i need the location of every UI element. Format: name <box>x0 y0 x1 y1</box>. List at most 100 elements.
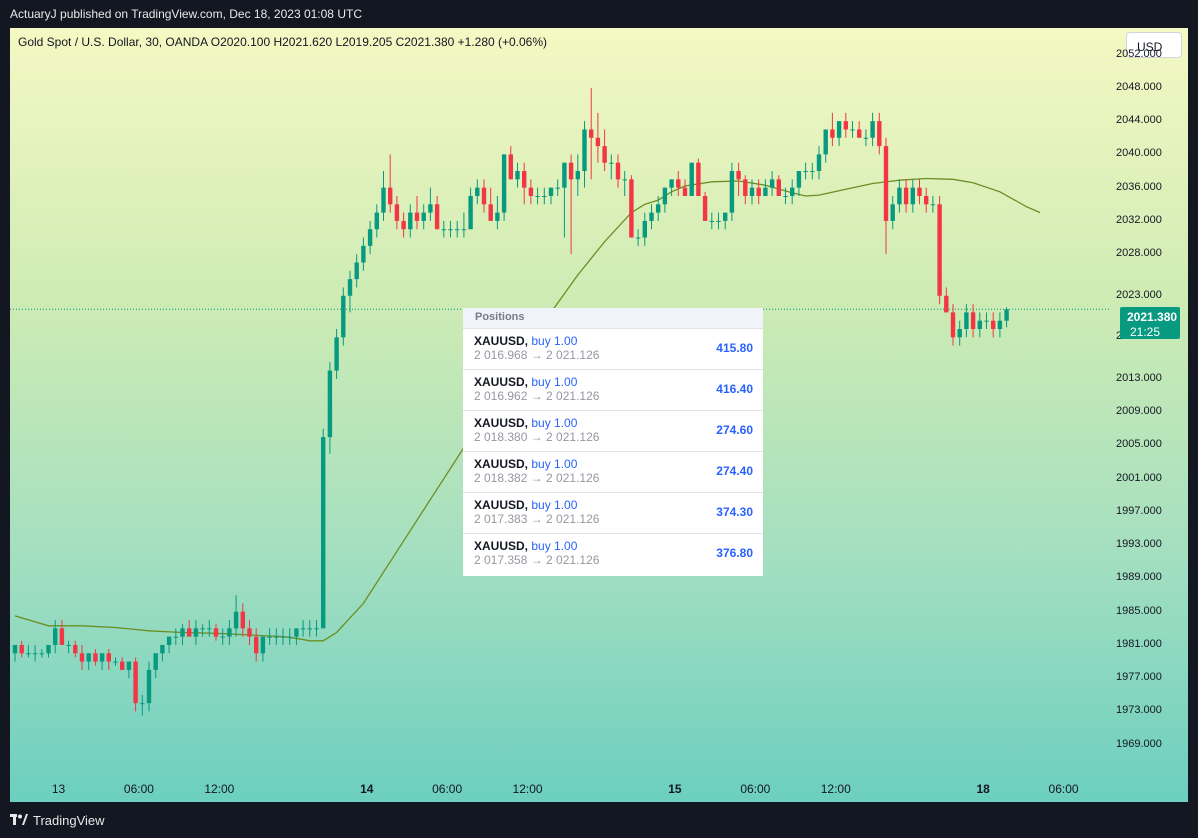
position-row[interactable]: XAUUSD, buy 1.00 2 018.382 → 2 021.126 2… <box>463 451 763 492</box>
y-tick-label: 1993.000 <box>1116 538 1162 551</box>
position-row[interactable]: XAUUSD, buy 1.00 2 017.358 → 2 021.126 3… <box>463 533 763 574</box>
y-tick-label: 2013.000 <box>1116 371 1162 384</box>
candle-body <box>944 295 949 313</box>
candle-body <box>669 179 674 188</box>
candle-body <box>434 204 440 230</box>
y-tick-label: 2001.000 <box>1116 471 1162 484</box>
candle <box>649 204 654 230</box>
candle-body <box>495 212 500 221</box>
candle-body <box>910 187 915 205</box>
x-tick-label: 12:00 <box>512 782 543 796</box>
candle <box>562 162 567 238</box>
candle <box>408 204 413 238</box>
candle <box>240 603 245 637</box>
candle <box>642 212 647 246</box>
candle-body <box>676 179 681 188</box>
chart-area[interactable]: Gold Spot / U.S. Dollar, 30, OANDA O2020… <box>10 28 1188 802</box>
x-tick-label: 12:00 <box>204 782 235 796</box>
candle-body <box>515 171 520 180</box>
candle <box>528 179 534 205</box>
candle-body <box>321 437 326 629</box>
y-tick-label: 1981.000 <box>1116 637 1162 650</box>
candle <box>716 212 721 230</box>
candle <box>890 195 895 230</box>
position-prices: 2 016.968 → 2 021.126 <box>474 348 600 362</box>
header-bar: ActuaryJ published on TradingView.com, D… <box>0 0 1198 28</box>
candle <box>769 171 775 196</box>
candle <box>334 329 339 379</box>
candle <box>274 628 279 645</box>
candle <box>434 195 440 230</box>
candle <box>575 154 580 196</box>
candle-body <box>401 220 406 230</box>
position-pl: 415.80 <box>716 341 753 355</box>
candle <box>12 644 18 662</box>
candle <box>481 179 487 213</box>
candle <box>428 187 433 221</box>
candle-body <box>857 129 862 138</box>
positions-header: Positions <box>463 308 763 328</box>
candle-body <box>32 653 38 655</box>
candle-body <box>709 220 714 222</box>
position-row[interactable]: XAUUSD, buy 1.00 2 018.380 → 2 021.126 2… <box>463 410 763 451</box>
candle-body <box>903 187 909 205</box>
candle <box>46 644 51 658</box>
candle <box>381 171 386 221</box>
last-price-value: 2021.380 <box>1127 310 1178 324</box>
currency-selector[interactable]: USD <box>1126 32 1182 58</box>
candle <box>455 220 460 238</box>
candle <box>515 162 520 188</box>
candle-body <box>408 212 413 230</box>
candle <box>254 628 259 662</box>
candle-body <box>354 262 359 280</box>
y-tick-label: 1969.000 <box>1116 737 1162 750</box>
candle <box>763 179 768 196</box>
candle-body <box>233 611 239 629</box>
position-symbol: XAUUSD, <box>474 498 529 512</box>
candle <box>843 112 848 138</box>
candle <box>421 204 426 230</box>
candle-body <box>790 187 795 196</box>
candle <box>736 162 741 196</box>
candle-body <box>970 312 976 330</box>
position-side: buy 1.00 <box>531 457 578 471</box>
candle-body <box>361 245 366 263</box>
candle <box>984 312 989 330</box>
x-tick-label: 06:00 <box>1048 782 1079 796</box>
candle-body <box>769 179 775 188</box>
position-side: buy 1.00 <box>531 498 578 512</box>
candle-body <box>803 171 808 173</box>
candle-body <box>247 628 252 637</box>
candle-body <box>421 212 426 221</box>
candle <box>327 362 333 454</box>
candle-body <box>26 653 31 655</box>
candle <box>756 179 761 205</box>
position-row[interactable]: XAUUSD, buy 1.00 2 016.962 → 2 021.126 4… <box>463 369 763 410</box>
y-tick-label: 1977.000 <box>1116 671 1162 684</box>
candle-body <box>106 653 111 662</box>
position-row[interactable]: XAUUSD, buy 1.00 2 016.968 → 2 021.126 4… <box>463 328 763 369</box>
candle-body <box>877 121 882 147</box>
candle-body <box>367 229 373 246</box>
candle-body <box>166 636 172 645</box>
candle <box>729 162 735 221</box>
candle-body <box>53 628 58 645</box>
candle <box>66 640 71 654</box>
position-symbol: XAUUSD, <box>474 416 529 430</box>
tradingview-brand: TradingView <box>33 813 105 828</box>
candle <box>347 270 353 313</box>
candle <box>93 649 98 666</box>
candle <box>696 158 701 196</box>
position-row[interactable]: XAUUSD, buy 1.00 2 017.383 → 2 021.126 3… <box>463 492 763 533</box>
candle <box>120 657 125 670</box>
y-tick-label: 2009.000 <box>1116 405 1162 418</box>
candle-body <box>1004 309 1009 321</box>
candle-body <box>394 204 400 221</box>
candle-body <box>341 295 346 338</box>
position-pl: 274.60 <box>716 423 753 437</box>
candle-body <box>428 204 433 213</box>
candle-body <box>649 212 654 221</box>
y-tick-label: 1973.000 <box>1116 704 1162 717</box>
candle <box>903 179 909 213</box>
candle-body <box>501 154 507 213</box>
